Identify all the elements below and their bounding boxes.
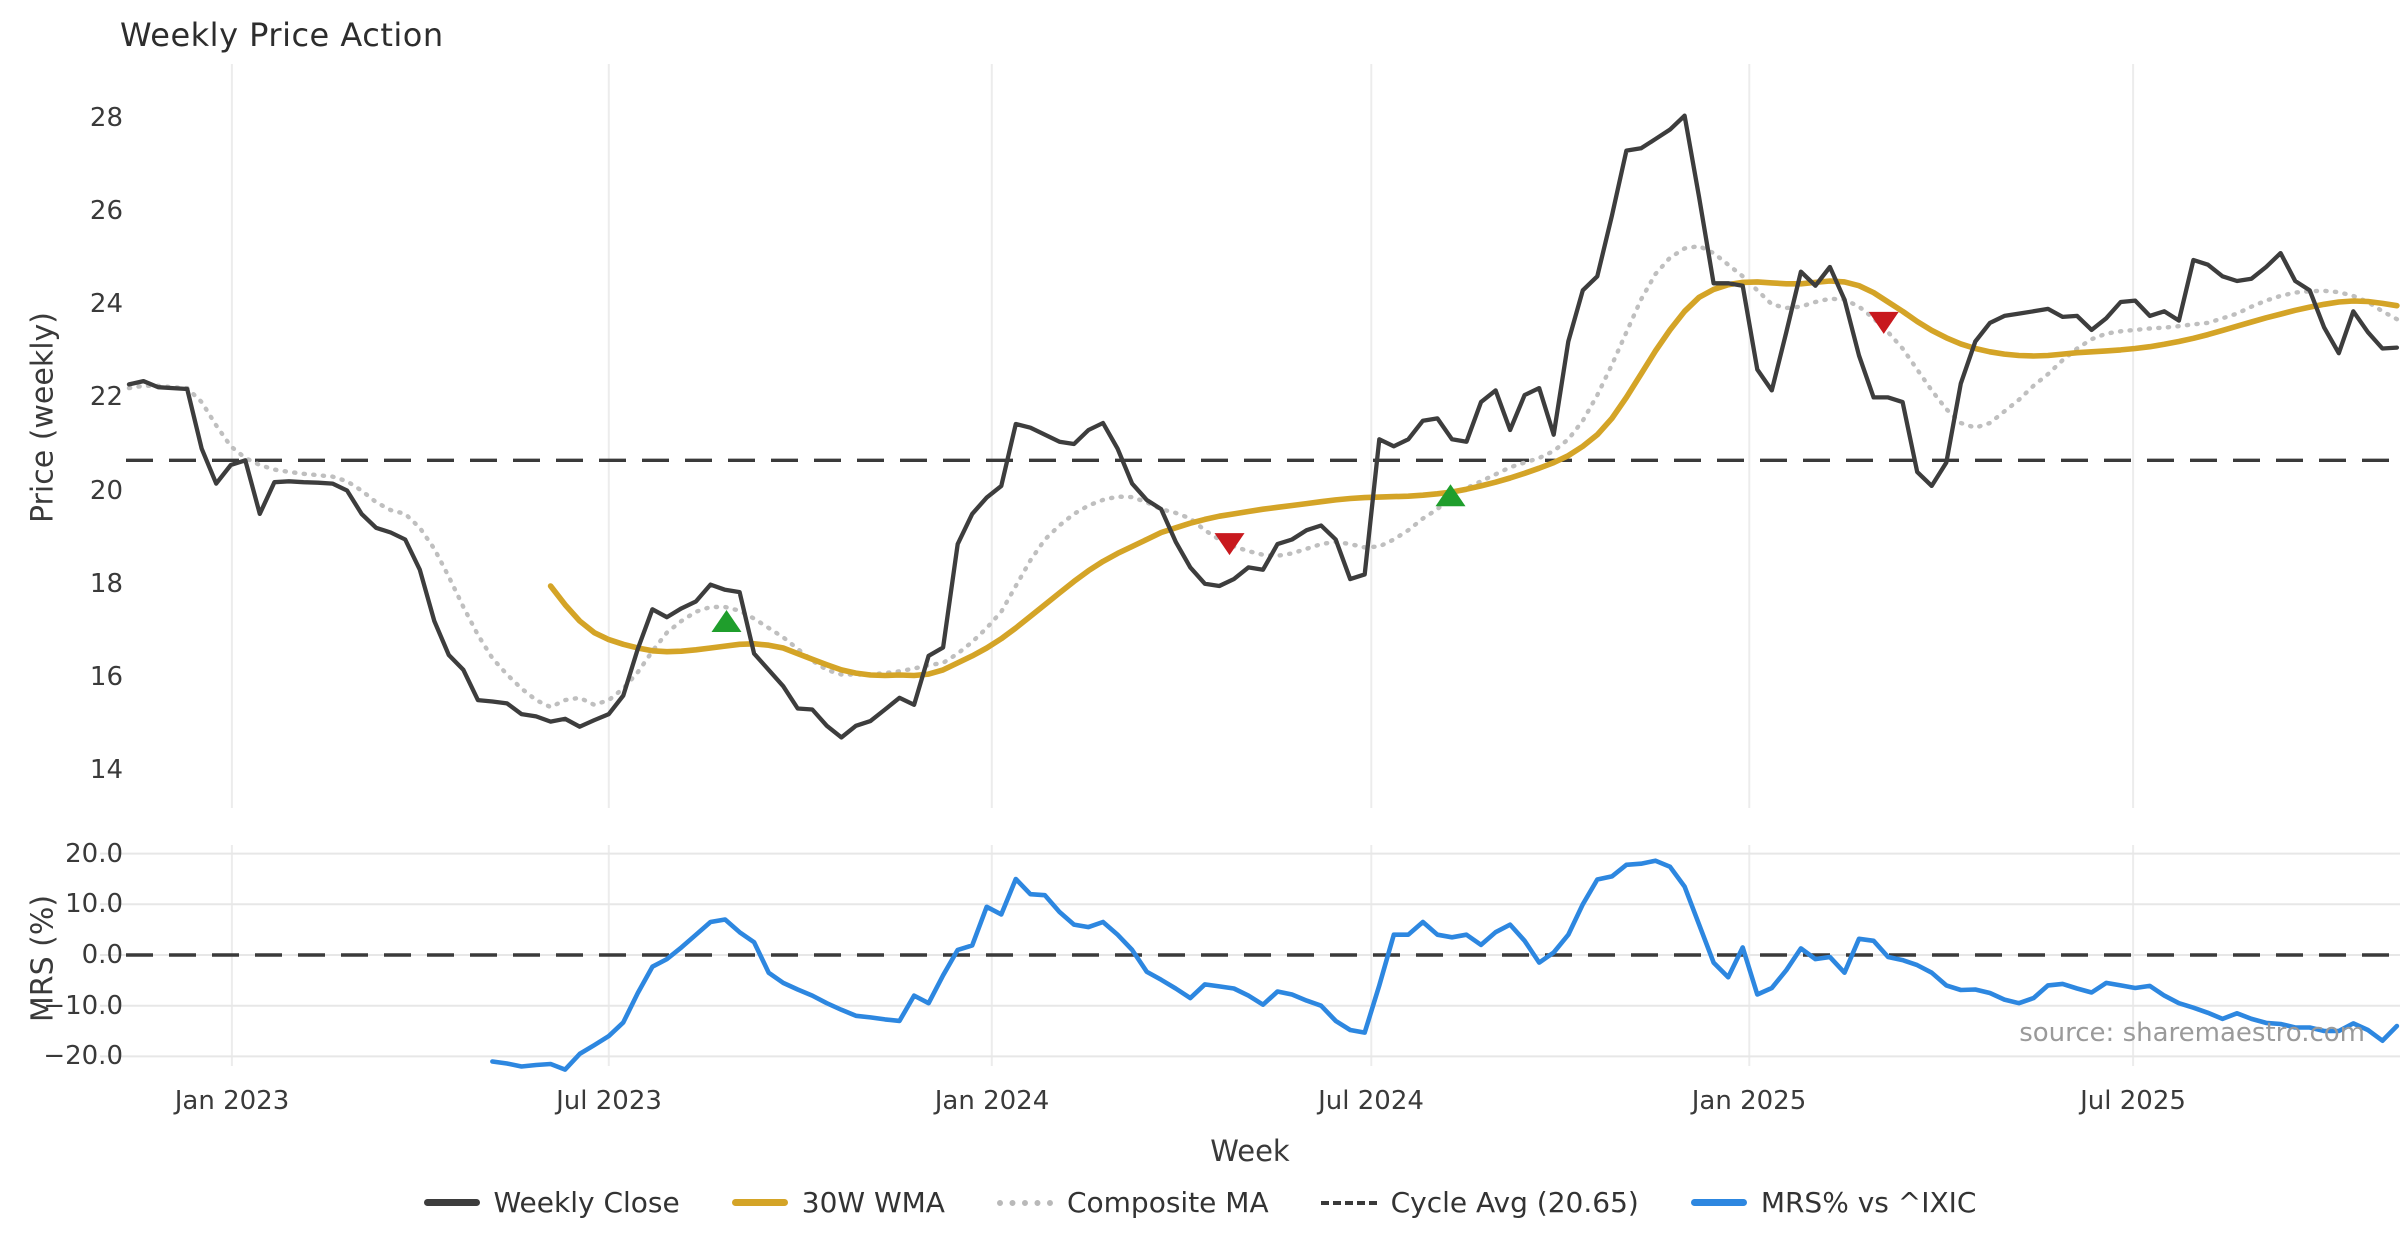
price-ytick: 26 (89, 196, 123, 226)
price-ytick: 28 (89, 103, 123, 133)
weekly-close-line (126, 113, 2400, 740)
x-tick: Jan 2025 (1691, 1086, 1807, 1116)
wma-line (547, 278, 2400, 679)
price-ytick-labels: 14 16 18 20 22 24 26 28 (0, 0, 123, 1260)
wma-line-swatch-icon (731, 1199, 788, 1206)
sell-marker-icon (1214, 533, 1245, 556)
weekly-close-line-swatch-icon (423, 1199, 480, 1206)
legend: Weekly Close 30W WMA Composite MA Cycle … (0, 1186, 2400, 1219)
x-tick: Jul 2025 (2080, 1086, 2186, 1116)
x-tick-labels: Jan 2023 Jul 2023 Jan 2024 Jul 2024 Jan 2025… (0, 1086, 2400, 1126)
price-ytick: 22 (89, 382, 123, 412)
sell-marker-icon (1868, 311, 1899, 334)
mrs-line-swatch-icon (1690, 1199, 1747, 1206)
source-note: source: sharemaestro.com (2019, 1018, 2365, 1048)
price-ytick: 18 (89, 569, 123, 599)
price-ytick: 24 (89, 289, 123, 319)
x-tick: Jul 2024 (1318, 1086, 1424, 1116)
buy-marker-icon (1435, 484, 1466, 507)
legend-label: 30W WMA (801, 1186, 945, 1219)
mrs-ytick: 10.0 (65, 889, 123, 919)
x-tick: Jan 2024 (934, 1086, 1050, 1116)
x-axis-label: Week (1210, 1134, 1290, 1168)
mrs-ytick: 20.0 (65, 839, 123, 869)
mrs-ytick-labels: 20.0 10.0 0.0 −10.0 −20.0 (0, 0, 123, 1260)
cycle-avg-dashed-swatch-icon (1320, 1200, 1377, 1205)
legend-item-weekly-close: Weekly Close (423, 1186, 680, 1219)
mrs-line (490, 858, 2400, 1072)
chart-title: Weekly Price Action (120, 16, 444, 54)
price-ytick: 16 (89, 662, 123, 692)
x-tick: Jan 2023 (174, 1086, 290, 1116)
mrs-ytick: 0.0 (81, 940, 123, 970)
legend-label: Composite MA (1066, 1186, 1269, 1219)
mrs-ytick: −10.0 (43, 991, 123, 1021)
composite-ma-line (126, 243, 2400, 710)
legend-item-30w-wma: 30W WMA (731, 1186, 945, 1219)
legend-label: MRS% vs ^IXIC (1760, 1186, 1977, 1219)
price-ytick: 14 (89, 755, 123, 785)
composite-ma-dotted-swatch-icon (996, 1199, 1053, 1206)
legend-item-cycle-avg: Cycle Avg (20.65) (1320, 1186, 1639, 1219)
buy-marker-icon (711, 609, 742, 632)
legend-label: Weekly Close (493, 1186, 680, 1219)
legend-label: Cycle Avg (20.65) (1390, 1186, 1639, 1219)
x-tick: Jul 2023 (556, 1086, 662, 1116)
legend-item-mrs: MRS% vs ^IXIC (1690, 1186, 1977, 1219)
legend-item-composite-ma: Composite MA (996, 1186, 1269, 1219)
mrs-ytick: −20.0 (43, 1041, 123, 1071)
price-ytick: 20 (89, 476, 123, 506)
